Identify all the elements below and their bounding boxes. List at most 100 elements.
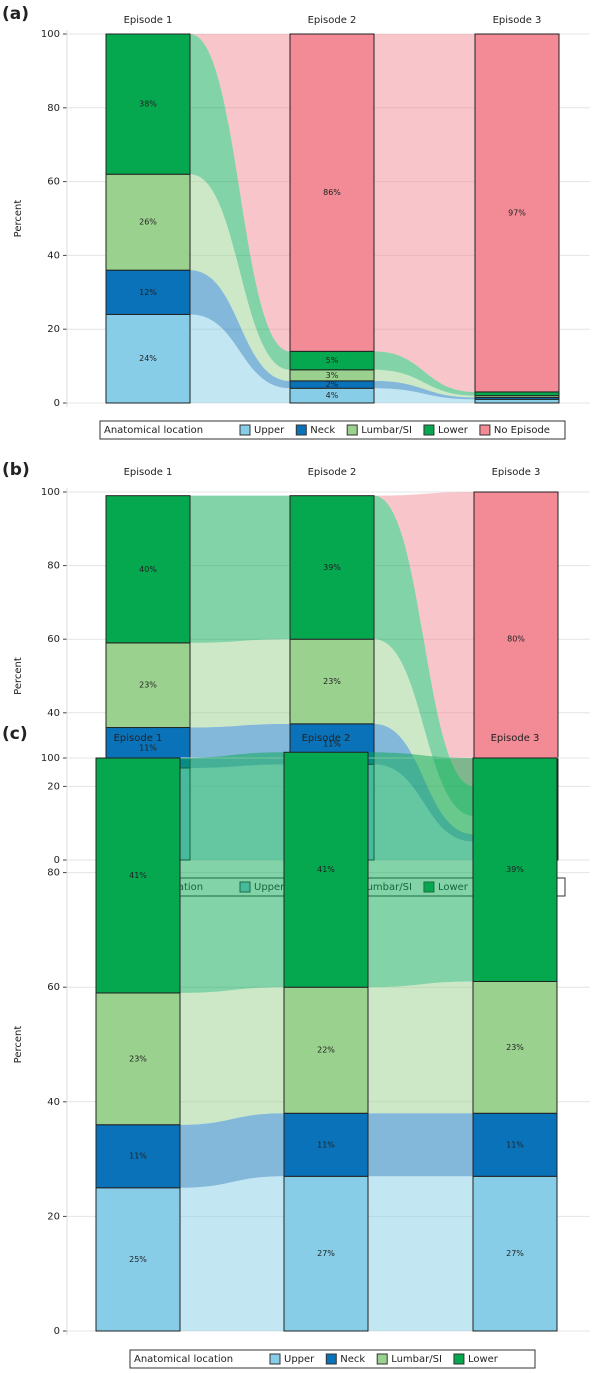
bar-segment [283, 1112, 369, 1177]
bar-segment [105, 33, 191, 175]
y-tick-label: 40 [47, 1097, 60, 1108]
y-tick-label: 40 [47, 250, 60, 261]
value-label: 39% [506, 865, 524, 874]
y-axis-label: Percent [13, 657, 24, 695]
flow [190, 270, 290, 389]
value-label: 11% [323, 740, 341, 749]
column-header: Episode 3 [492, 467, 541, 478]
y-tick-label: 80 [47, 561, 60, 572]
flow [374, 495, 474, 816]
column-header: Episode 1 [124, 467, 173, 478]
legend-label: Upper [284, 1354, 315, 1365]
y-tick-label: 80 [47, 103, 60, 114]
legend-swatch [239, 424, 251, 436]
flow [374, 34, 475, 392]
legend-swatch [346, 424, 358, 436]
legend-swatch [376, 1353, 388, 1365]
bar-segment [105, 269, 191, 315]
value-label: 23% [506, 1043, 524, 1052]
bar-segment [105, 173, 191, 271]
flow [180, 1176, 284, 1331]
bar-segment [283, 986, 369, 1114]
legend-title: Anatomical location [104, 425, 203, 436]
y-tick-label: 60 [47, 177, 60, 188]
flow [180, 987, 284, 1125]
flow [368, 981, 473, 1114]
y-tick-label: 80 [47, 868, 60, 879]
y-tick-label: 100 [41, 29, 60, 40]
legend-label: Lower [468, 1354, 499, 1365]
flow [374, 492, 474, 787]
flow [190, 174, 290, 381]
bar-segment [289, 495, 375, 640]
value-label: 27% [317, 1249, 335, 1258]
y-tick-label: 20 [47, 1211, 60, 1222]
y-tick-label: 20 [47, 781, 60, 792]
bar-segment [95, 1187, 181, 1332]
y-tick-label: 60 [47, 982, 60, 993]
column-header: Episode 3 [493, 15, 542, 26]
legend-swatch [479, 424, 491, 436]
flow [190, 314, 290, 403]
y-tick-label: 60 [47, 634, 60, 645]
value-label: 23% [139, 681, 157, 690]
value-label: 86% [323, 188, 341, 197]
bar-segment [473, 491, 559, 787]
value-label: 5% [326, 356, 339, 365]
value-label: 11% [506, 1140, 524, 1149]
flow [374, 369, 475, 398]
bar-segment [474, 33, 560, 393]
legend-swatch [453, 1353, 465, 1365]
bar-segment [472, 1112, 558, 1177]
column-header: Episode 3 [491, 733, 540, 744]
legend-label: Neck [310, 425, 335, 436]
legend-label: Lumbar/SI [361, 425, 412, 436]
value-label: 25% [129, 1255, 147, 1264]
value-label: 11% [317, 1140, 335, 1149]
value-label: 11% [129, 1152, 147, 1161]
legend-title: Anatomical location [134, 1354, 233, 1365]
value-label: 26% [139, 218, 157, 227]
value-label: 11% [139, 743, 157, 752]
bar-segment [95, 757, 181, 994]
y-axis-label: Percent [13, 1026, 24, 1064]
flow [180, 752, 284, 993]
bar-segment [472, 980, 558, 1114]
y-tick-label: 0 [54, 398, 60, 409]
value-label: 4% [326, 391, 339, 400]
legend-label: Lumbar/SI [391, 1354, 442, 1365]
column-header: Episode 1 [114, 733, 163, 744]
flow [368, 1113, 473, 1177]
flow [374, 380, 475, 400]
y-tick-label: 0 [54, 1326, 60, 1337]
flow [374, 639, 474, 835]
value-label: 23% [323, 677, 341, 686]
legend-box [99, 420, 566, 440]
value-label: 3% [326, 371, 339, 380]
y-tick-label: 40 [47, 708, 60, 719]
y-tick-label: 20 [47, 324, 60, 335]
value-label: 22% [317, 1046, 335, 1055]
bar-segment [105, 642, 191, 729]
panel-label: (b) [2, 460, 30, 480]
bar-segment [289, 33, 375, 352]
value-label: 24% [139, 354, 157, 363]
value-label: 39% [323, 563, 341, 572]
flow [180, 1113, 284, 1188]
legend-label: No Episode [494, 425, 550, 436]
bar-segment [289, 638, 375, 725]
value-label: 41% [317, 865, 335, 874]
bar-segment [105, 495, 191, 644]
value-label: 38% [139, 100, 157, 109]
value-label: 27% [506, 1249, 524, 1258]
bar-segment [95, 1124, 181, 1189]
value-label: 23% [129, 1054, 147, 1063]
column-header: Episode 2 [308, 15, 357, 26]
legend-swatch [295, 424, 307, 436]
column-header: Episode 2 [308, 467, 357, 478]
legend-label: Neck [340, 1354, 365, 1365]
bar-segment [472, 757, 558, 982]
flow [368, 1176, 473, 1331]
flow [190, 639, 290, 728]
